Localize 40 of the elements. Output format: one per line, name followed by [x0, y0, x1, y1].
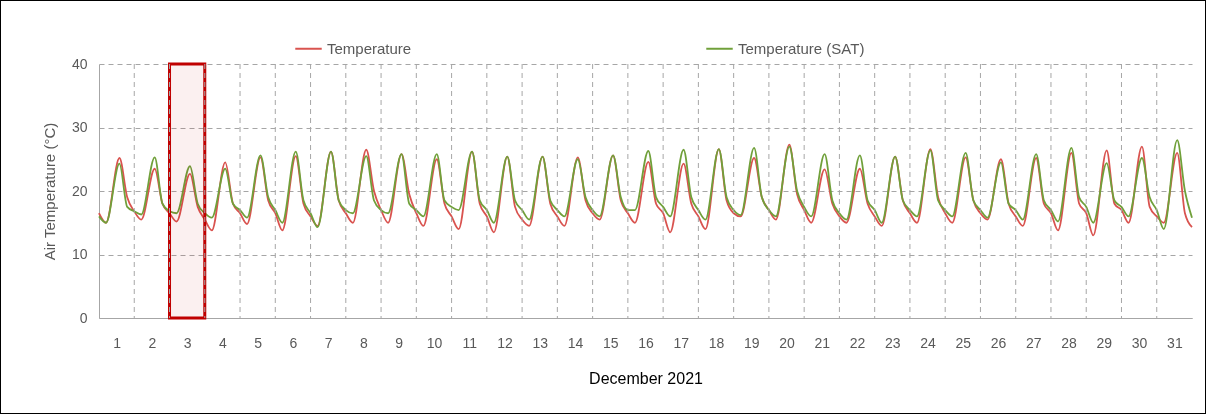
- x-tick-label: 19: [743, 334, 760, 351]
- legend-label: Temperature: [327, 39, 412, 57]
- x-tick-label: 30: [1131, 334, 1148, 351]
- x-tick-label: 17: [673, 334, 690, 351]
- x-tick-label: 31: [1167, 334, 1183, 351]
- x-tick-label: 11: [462, 334, 478, 351]
- x-tick-label: 6: [289, 334, 298, 351]
- y-axis-title: Air Temperature (°C): [40, 122, 58, 261]
- x-tick-label: 23: [885, 334, 901, 351]
- x-axis-title: December 2021: [589, 369, 704, 387]
- x-tick-label: 28: [1061, 334, 1078, 351]
- y-tick-label: 40: [71, 55, 88, 72]
- x-tick-label: 2: [148, 334, 157, 351]
- x-tick-label: 8: [360, 334, 369, 351]
- y-tick-label: 0: [79, 309, 88, 326]
- y-tick-label: 20: [71, 182, 88, 199]
- x-tick-label: 27: [1026, 334, 1042, 351]
- x-tick-label: 24: [920, 334, 937, 351]
- x-tick-label: 25: [955, 334, 972, 351]
- x-tick-label: 29: [1096, 334, 1113, 351]
- legend-label: Temperature (SAT): [738, 39, 865, 57]
- x-tick-label: 12: [497, 334, 513, 351]
- x-tick-label: 14: [567, 334, 584, 351]
- x-tick-label: 4: [219, 334, 227, 351]
- x-tick-label: 20: [779, 334, 796, 351]
- x-tick-label: 15: [602, 334, 619, 351]
- x-tick-label: 1: [113, 334, 122, 351]
- x-tick-label: 21: [814, 334, 831, 351]
- x-tick-label: 3: [183, 334, 192, 351]
- x-tick-label: 5: [254, 334, 263, 351]
- y-tick-label: 30: [71, 119, 88, 135]
- x-tick-label: 9: [395, 334, 404, 351]
- x-tick-label: 22: [849, 334, 866, 351]
- x-tick-label: 26: [990, 334, 1007, 351]
- x-tick-label: 13: [532, 334, 549, 351]
- y-tick-label: 10: [71, 246, 88, 262]
- x-tick-label: 18: [708, 334, 725, 351]
- x-tick-label: 7: [324, 334, 333, 351]
- x-tick-label: 16: [638, 334, 654, 351]
- x-tick-label: 10: [426, 334, 443, 351]
